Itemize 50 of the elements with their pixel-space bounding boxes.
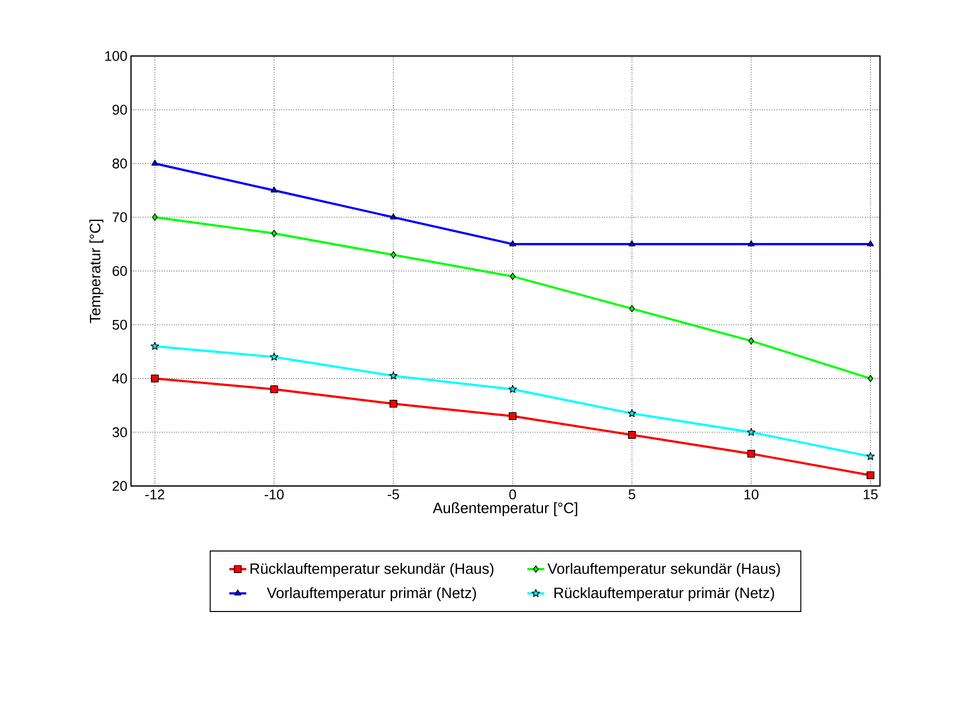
point xyxy=(868,374,874,382)
y-tick-label: 90 xyxy=(112,104,127,115)
x-tick-label: 0 xyxy=(509,490,516,500)
point xyxy=(390,213,397,220)
point xyxy=(628,409,636,418)
point xyxy=(390,400,398,408)
x-axis-title: Außentemperatur [°C] xyxy=(432,502,578,516)
legend-label: Rücklauftemperatur primär (Netz) xyxy=(554,587,774,602)
point xyxy=(508,384,517,393)
x-tick-label: -12 xyxy=(145,490,164,500)
y-tick-label: 50 xyxy=(112,320,127,330)
legend-label: Vorlauftemperatur sekundär (Haus) xyxy=(548,562,780,577)
legend-label: Vorlauftemperatur primär (Netz) xyxy=(266,587,476,602)
point xyxy=(270,352,278,361)
x-tick-label: 5 xyxy=(628,490,636,500)
point xyxy=(629,305,635,312)
point xyxy=(389,371,398,380)
point xyxy=(270,186,278,193)
point xyxy=(747,428,756,436)
point xyxy=(152,214,158,221)
x-tick-label: 15 xyxy=(864,490,878,500)
point xyxy=(866,471,874,480)
x-tick-label: -5 xyxy=(388,490,400,500)
y-tick-label: 40 xyxy=(112,374,127,384)
y-tick-label: 70 xyxy=(112,212,127,222)
point xyxy=(151,160,158,166)
point xyxy=(150,342,160,350)
point xyxy=(508,412,517,420)
point xyxy=(748,337,754,344)
y-tick-label: 30 xyxy=(112,427,127,438)
point xyxy=(748,240,755,246)
point xyxy=(628,431,636,439)
y-tick-label: 100 xyxy=(105,51,127,61)
point xyxy=(747,450,756,458)
y-tick-label: 80 xyxy=(112,158,127,168)
y-tick-label: 20 xyxy=(112,481,127,491)
y-axis-title: Temperatur [°C] xyxy=(89,220,104,324)
x-tick-label: -10 xyxy=(264,490,284,500)
point xyxy=(150,374,159,382)
point xyxy=(866,452,875,460)
point xyxy=(509,240,516,246)
point xyxy=(867,240,874,246)
point xyxy=(271,230,277,237)
y-tick-label: 60 xyxy=(112,266,127,276)
point xyxy=(510,272,516,280)
x-tick-label: 10 xyxy=(744,490,758,500)
point xyxy=(270,385,278,394)
legend-label: Rücklauftemperatur sekundär (Haus) xyxy=(250,562,494,577)
point xyxy=(628,240,636,246)
point xyxy=(390,251,396,258)
